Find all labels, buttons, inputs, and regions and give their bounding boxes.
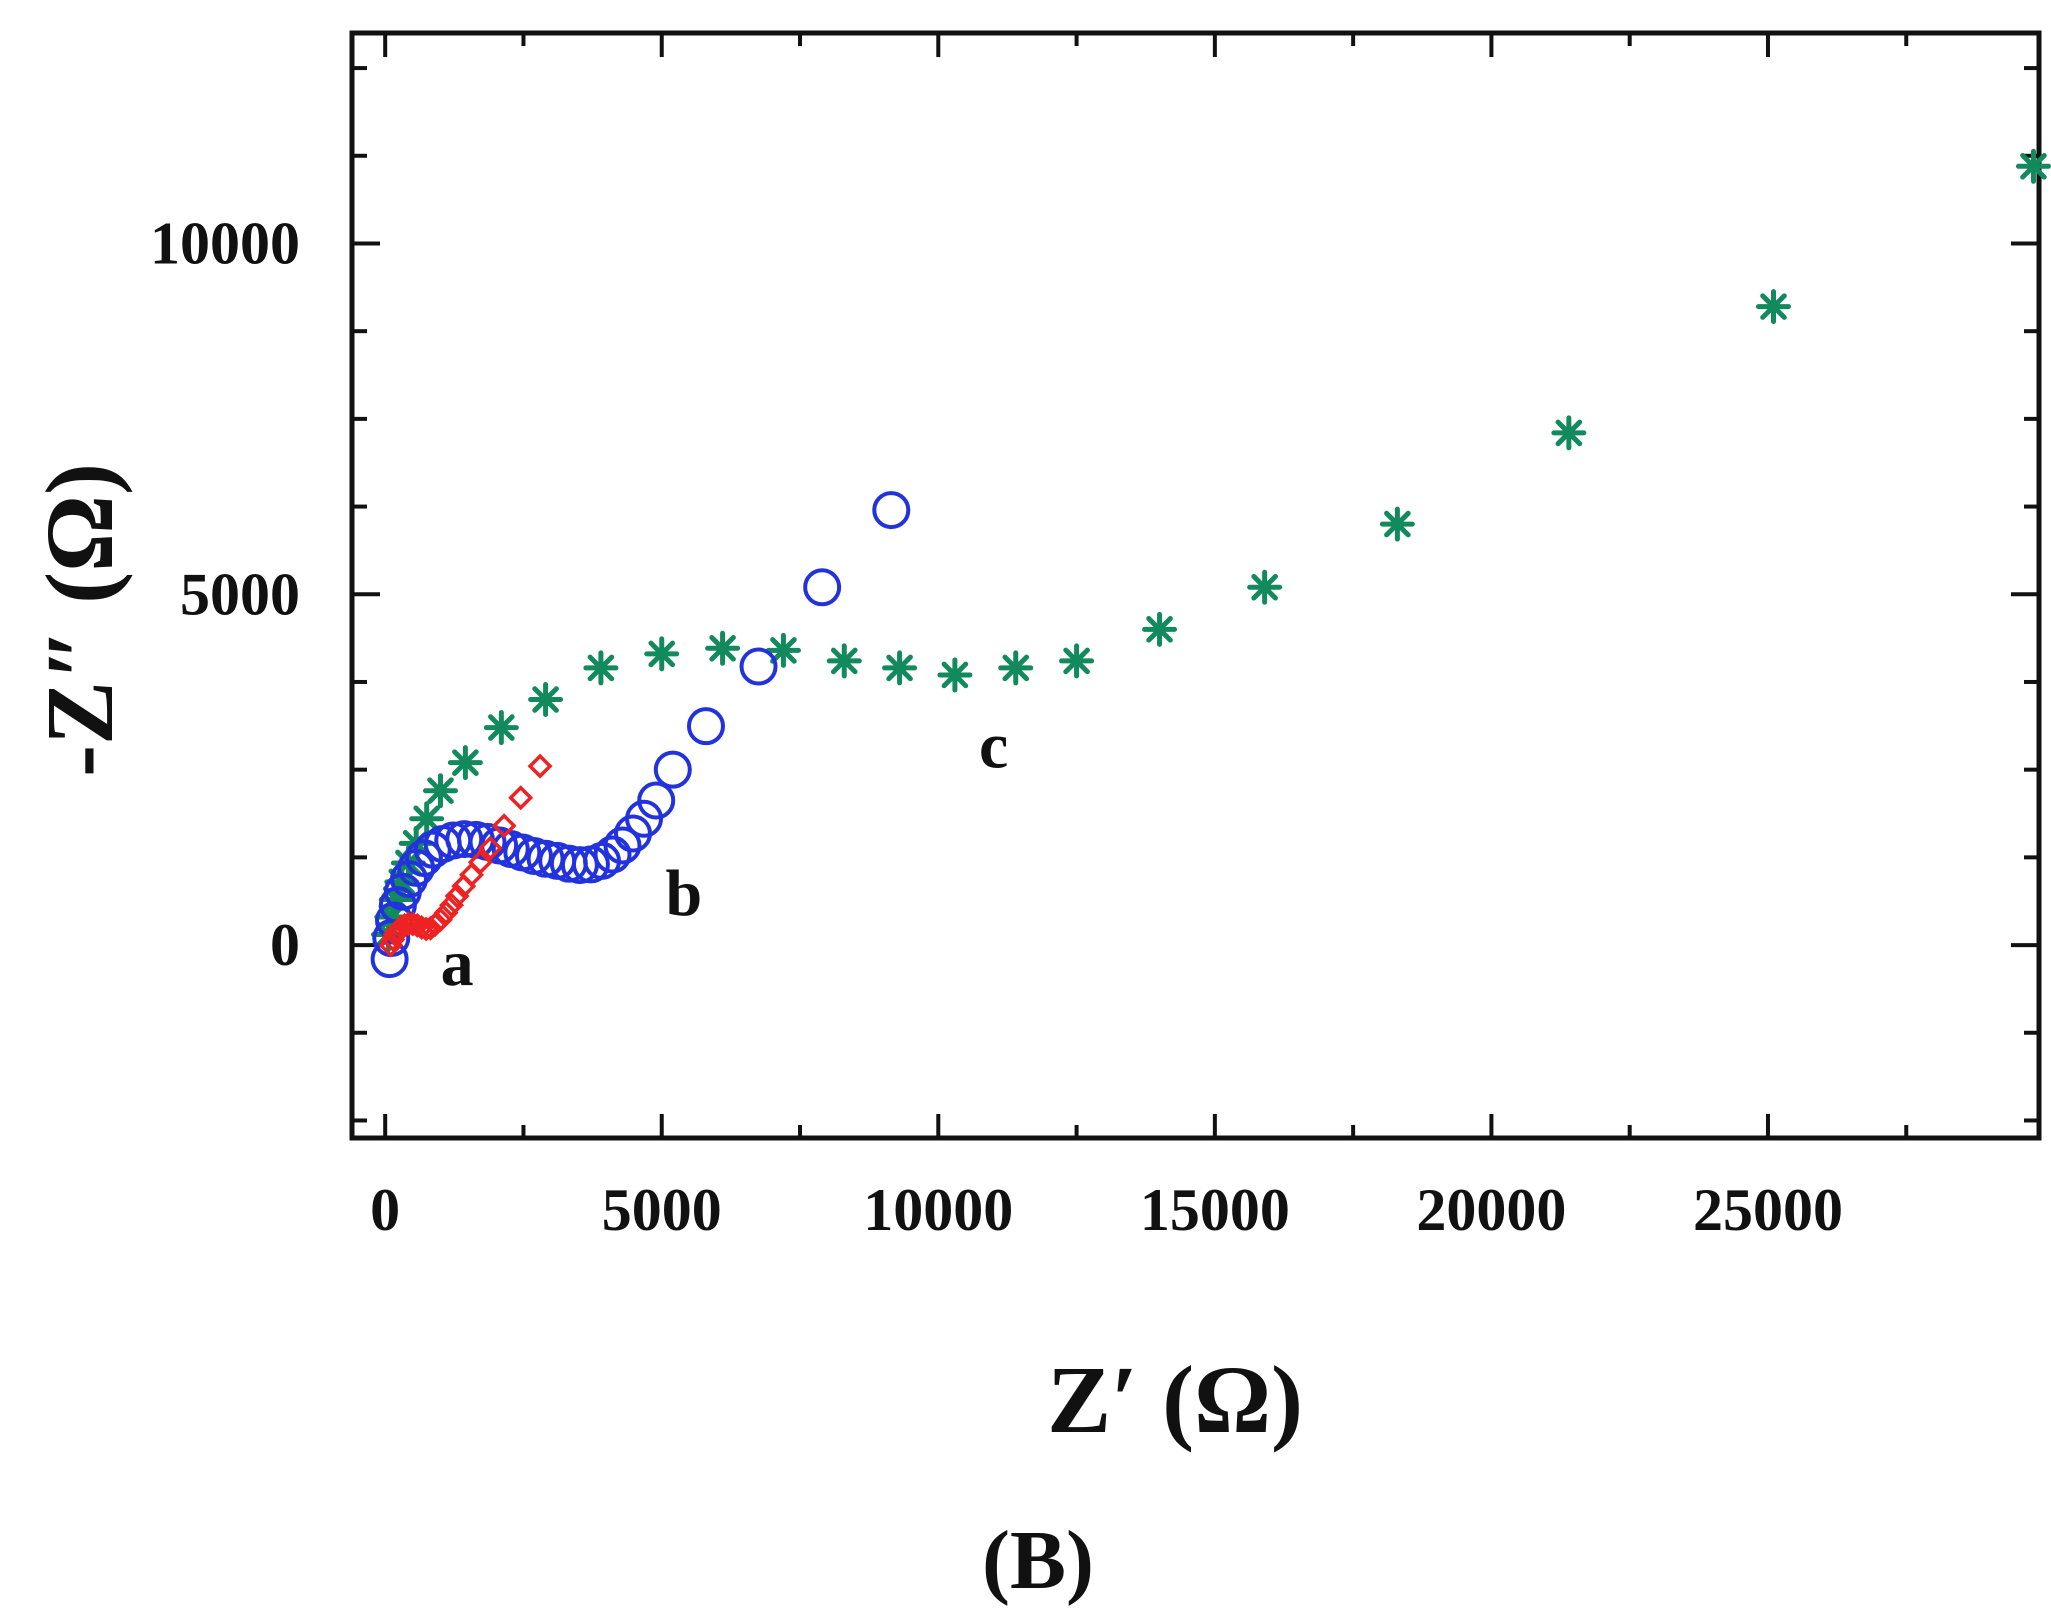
series-b-point bbox=[404, 839, 443, 878]
series-c-point bbox=[1142, 611, 1178, 647]
series-b-point bbox=[653, 750, 692, 789]
series-c-point bbox=[378, 881, 414, 917]
series-c-point bbox=[937, 657, 973, 693]
series-c-point bbox=[1551, 415, 1587, 451]
series-labels: a b c bbox=[441, 710, 1009, 1000]
series-c-point bbox=[705, 630, 741, 666]
series-a bbox=[378, 753, 553, 958]
series-c-point bbox=[998, 650, 1034, 686]
series-b-point bbox=[593, 835, 632, 874]
series-c-point bbox=[826, 643, 862, 679]
series-a-point bbox=[527, 753, 553, 779]
series-a-point bbox=[444, 883, 470, 909]
x-tick-label: 10000 bbox=[863, 1177, 1013, 1243]
x-axis-title: Z′ (Ω) bbox=[1047, 1346, 1303, 1453]
x-tick-label: 25000 bbox=[1693, 1177, 1843, 1243]
series-a-point bbox=[439, 892, 465, 918]
series-c-point bbox=[1059, 643, 1095, 679]
series-a-point bbox=[395, 911, 421, 937]
series-c-point bbox=[583, 650, 619, 686]
series-a-point bbox=[477, 835, 503, 861]
series-b-point bbox=[803, 568, 842, 607]
series-c-point bbox=[422, 773, 458, 809]
series-a-point bbox=[422, 912, 448, 938]
series-c-point bbox=[374, 899, 410, 935]
x-tick-label: 15000 bbox=[1140, 1177, 1290, 1243]
series-c-point bbox=[2015, 148, 2051, 184]
series-b-point bbox=[370, 940, 409, 979]
y-tick-label: 0 bbox=[270, 912, 300, 978]
axis-ticks bbox=[352, 33, 2039, 1138]
series-c-point bbox=[765, 632, 801, 668]
x-tick-label: 20000 bbox=[1416, 1177, 1566, 1243]
series-c-point bbox=[1247, 569, 1283, 605]
panel-label: (B) bbox=[982, 1514, 1094, 1607]
series-a-point bbox=[413, 916, 439, 942]
x-tick-label: 5000 bbox=[602, 1177, 722, 1243]
series-a-point bbox=[508, 785, 534, 811]
y-tick-label: 5000 bbox=[180, 561, 300, 627]
y-tick-label: 10000 bbox=[150, 210, 300, 276]
series-a-point bbox=[467, 849, 493, 875]
series-c-point bbox=[1379, 506, 1415, 542]
series-c-point bbox=[409, 801, 445, 837]
series-b-point bbox=[739, 647, 778, 686]
y-tick-labels: 0 5000 10000 bbox=[150, 210, 300, 978]
series-a-point bbox=[491, 813, 517, 839]
series-label-a: a bbox=[441, 927, 474, 1000]
plot-frame bbox=[349, 30, 2042, 1141]
series-c-point bbox=[1756, 289, 1791, 325]
series-a-point bbox=[428, 907, 453, 933]
x-tick-label: 0 bbox=[370, 1177, 400, 1243]
series-c-point bbox=[483, 710, 519, 746]
series-a-point bbox=[409, 915, 435, 940]
series-label-c: c bbox=[979, 710, 1008, 783]
data-series bbox=[370, 148, 2051, 979]
x-tick-labels: 0 5000 10000 15000 20000 25000 bbox=[370, 1177, 1843, 1243]
series-a-point bbox=[433, 900, 459, 926]
series-b-point bbox=[603, 826, 642, 865]
series-c-point bbox=[447, 745, 483, 781]
series-b-point bbox=[686, 707, 725, 746]
series-label-b: b bbox=[666, 857, 703, 930]
series-b-point bbox=[637, 781, 676, 820]
y-axis-title: -Z″ (Ω) bbox=[26, 463, 133, 777]
series-c-point bbox=[644, 636, 680, 672]
series-b-point bbox=[872, 491, 911, 530]
series-c-point bbox=[528, 682, 564, 718]
series-c-point bbox=[384, 864, 420, 900]
series-c-point bbox=[882, 650, 918, 686]
